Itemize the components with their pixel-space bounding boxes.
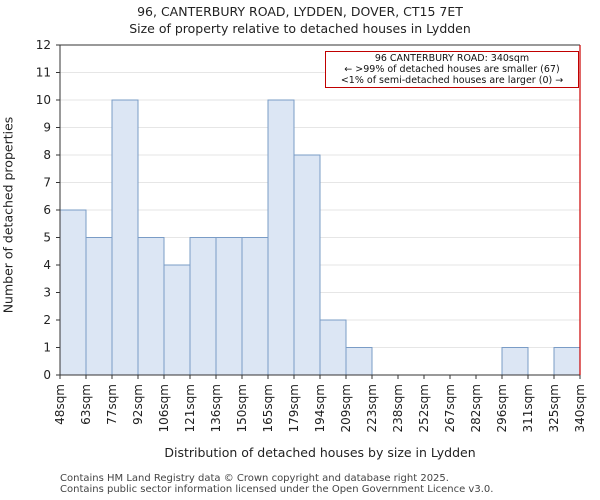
- y-tick-label: 6: [43, 203, 51, 217]
- bar: [163, 264, 191, 376]
- y-tick-label: 4: [43, 258, 51, 272]
- x-tick-label: 282sqm: [469, 384, 483, 432]
- annotation-line-2: ← >99% of detached houses are smaller (6…: [344, 64, 560, 75]
- bar: [85, 237, 113, 376]
- y-tick-label: 12: [36, 38, 51, 52]
- x-tick-label: 92sqm: [131, 384, 145, 425]
- x-tick-label: 252sqm: [417, 384, 431, 432]
- x-axis-label: Distribution of detached houses by size …: [164, 445, 476, 460]
- footer-line-2: Contains public sector information licen…: [60, 484, 494, 495]
- x-tick-label: 165sqm: [261, 384, 275, 432]
- y-tick-label: 0: [43, 368, 51, 382]
- y-tick-label: 5: [43, 231, 51, 245]
- x-tick-label: 194sqm: [313, 384, 327, 432]
- x-tick-label: 150sqm: [235, 384, 249, 432]
- x-tick-label: 296sqm: [495, 384, 509, 432]
- x-tick-label: 340sqm: [573, 384, 587, 432]
- bar: [111, 99, 139, 376]
- bar: [345, 347, 373, 376]
- bar: [59, 209, 87, 376]
- y-tick-label: 7: [43, 176, 51, 190]
- annotation-line-1: 96 CANTERBURY ROAD: 340sqm: [374, 53, 530, 64]
- y-tick-label: 9: [43, 121, 51, 135]
- annotation-box: 96 CANTERBURY ROAD: 340sqm ← >99% of det…: [325, 51, 579, 88]
- x-tick-label: 106sqm: [157, 384, 171, 432]
- y-tick-label: 2: [43, 313, 51, 327]
- bar: [501, 347, 529, 376]
- bar: [319, 319, 347, 376]
- x-tick-label: 63sqm: [79, 384, 93, 425]
- x-tick-label: 136sqm: [209, 384, 223, 432]
- bar: [293, 154, 321, 376]
- bar: [241, 237, 269, 376]
- bar: [215, 237, 243, 376]
- x-tick-label: 267sqm: [443, 384, 457, 432]
- x-tick-label: 223sqm: [365, 384, 379, 432]
- x-tick-label: 179sqm: [287, 384, 301, 432]
- y-tick-label: 8: [43, 148, 51, 162]
- x-tick-label: 121sqm: [183, 384, 197, 432]
- x-tick-label: 209sqm: [339, 384, 353, 432]
- chart-title: 96, CANTERBURY ROAD, LYDDEN, DOVER, CT15…: [137, 4, 463, 19]
- x-tick-label: 48sqm: [53, 384, 67, 425]
- footer-line-1: Contains HM Land Registry data © Crown c…: [60, 473, 449, 484]
- y-tick-label: 3: [43, 286, 51, 300]
- annotation-line-3: <1% of semi-detached houses are larger (…: [340, 75, 564, 86]
- y-tick-label: 11: [36, 66, 51, 80]
- x-tick-label: 238sqm: [391, 384, 405, 432]
- y-tick-label: 10: [36, 93, 51, 107]
- y-axis-label: Number of detached properties: [0, 116, 16, 314]
- y-tick-label: 1: [43, 341, 51, 355]
- x-tick-label: 77sqm: [105, 384, 119, 425]
- bar: [267, 99, 295, 376]
- bar: [137, 237, 165, 376]
- x-tick-label: 311sqm: [521, 384, 535, 432]
- x-tick-label: 325sqm: [547, 384, 561, 432]
- chart-subtitle: Size of property relative to detached ho…: [129, 21, 471, 36]
- bar: [189, 237, 217, 376]
- bar: [553, 347, 581, 376]
